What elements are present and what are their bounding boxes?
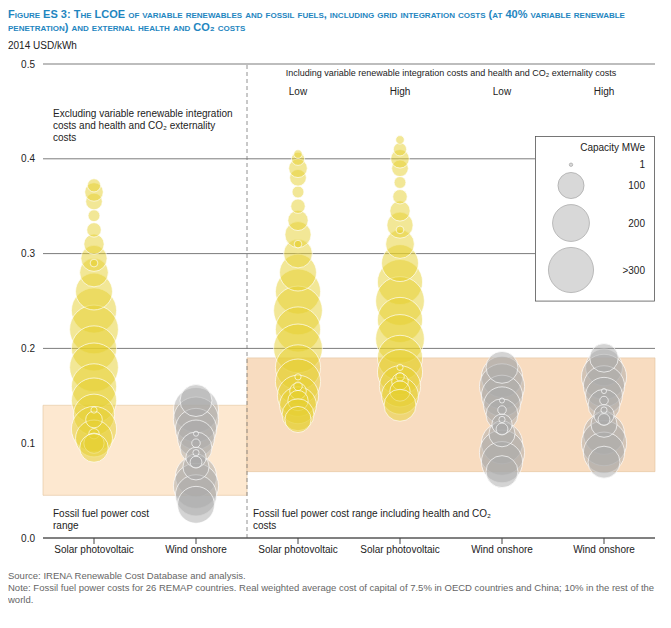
svg-text:Wind onshore: Wind onshore — [165, 544, 227, 555]
html-text:Fossil fuel power cost range i: Fossil fuel power cost range including h… — [253, 508, 491, 531]
svg-text:0.0: 0.0 — [21, 533, 35, 544]
svg-text:Solar photovoltaic: Solar photovoltaic — [54, 544, 134, 555]
svg-text:Wind onshore: Wind onshore — [471, 544, 533, 555]
html-text:Low: Low — [492, 86, 512, 97]
svg-text:Capacity MWe: Capacity MWe — [580, 142, 645, 153]
svg-text:0.5: 0.5 — [21, 59, 35, 70]
html-text:2014 USD/kWh: 2014 USD/kWh — [8, 40, 77, 51]
html-text:Low: Low — [288, 86, 308, 97]
svg-text:1: 1 — [639, 159, 645, 170]
html-text:Figure ES 3: The LCOE of varia: Figure ES 3: The LCOE of variable renewa… — [8, 8, 625, 33]
html-text:High: High — [389, 86, 411, 97]
svg-text:Solar photovoltaic: Solar photovoltaic — [360, 544, 440, 555]
svg-text:100: 100 — [628, 180, 645, 191]
svg-text:0.1: 0.1 — [21, 438, 35, 449]
svg-text:Solar photovoltaic: Solar photovoltaic — [258, 544, 338, 555]
svg-text:200: 200 — [628, 218, 645, 229]
svg-text:0.4: 0.4 — [21, 153, 35, 164]
html-text:Excluding variable renewable i: Excluding variable renewable integration… — [53, 108, 233, 143]
svg-text:Wind onshore: Wind onshore — [573, 544, 635, 555]
svg-text:0.2: 0.2 — [21, 343, 35, 354]
svg-text:0.3: 0.3 — [21, 248, 35, 259]
svg-text:>300: >300 — [622, 265, 645, 276]
html-text:Fossil fuel power cost range: Fossil fuel power cost range — [53, 508, 150, 531]
html-text:Note: Fossil fuel power costs: Note: Fossil fuel power costs for 26 REM… — [8, 582, 655, 605]
html-text:High: High — [593, 86, 615, 97]
html-text:Including variable renewable i: Including variable renewable integration… — [285, 68, 617, 78]
html-text:Source: IRENA Renewable Cost D: Source: IRENA Renewable Cost Database an… — [8, 570, 246, 581]
